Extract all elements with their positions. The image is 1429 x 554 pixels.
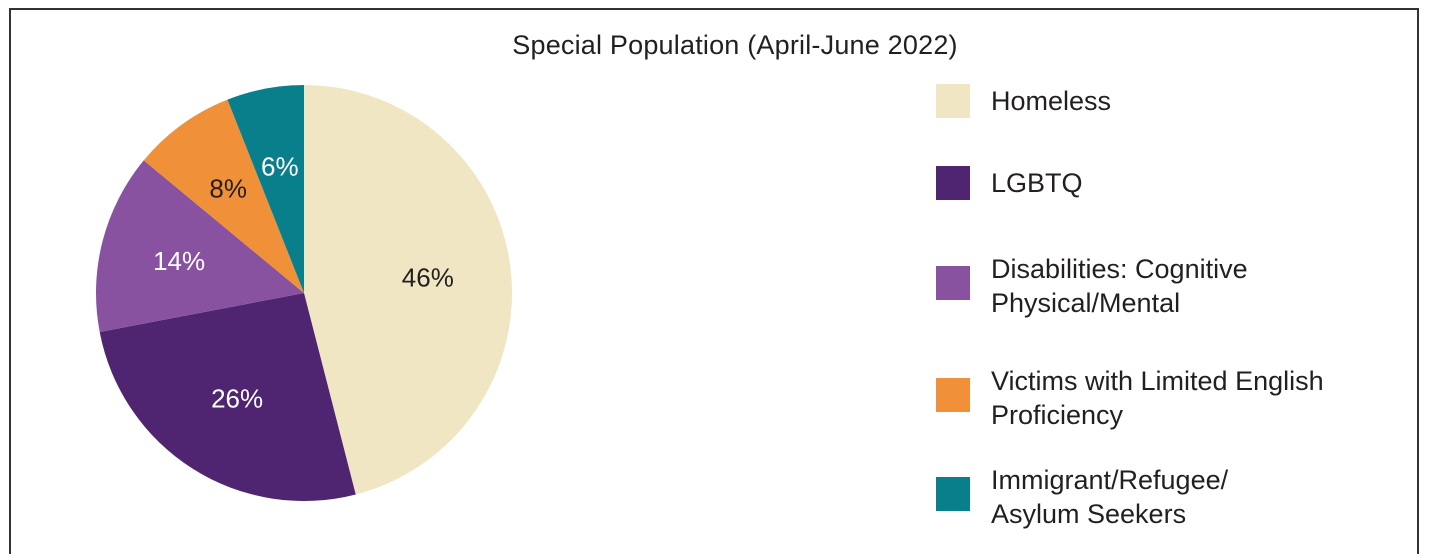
legend-swatch xyxy=(936,166,970,200)
legend-label-line2: Proficiency xyxy=(991,400,1124,430)
legend-swatch xyxy=(936,266,970,300)
legend-label: Homeless xyxy=(991,86,1112,116)
data-label: 14% xyxy=(153,246,205,276)
legend-label: Immigrant/Refugee/ xyxy=(991,465,1229,495)
legend-label: Victims with Limited English xyxy=(991,366,1324,396)
pie-slice-immigrant-refugee-asylum-seekers xyxy=(227,85,304,293)
pie-slice-homeless xyxy=(304,85,513,495)
data-label: 6% xyxy=(261,151,299,181)
pie-slice-disabilities-cognitive-physical-mental xyxy=(95,160,304,332)
legend-swatch xyxy=(936,84,970,118)
chart-title: Special Population (April-June 2022) xyxy=(512,30,958,60)
legend-swatch xyxy=(936,477,970,511)
legend-label: Disabilities: Cognitive xyxy=(991,254,1248,284)
data-label: 26% xyxy=(211,383,263,413)
pie-slice-lgbtq xyxy=(99,293,356,501)
legend-swatch xyxy=(936,378,970,412)
data-label: 8% xyxy=(209,174,247,204)
data-label: 46% xyxy=(402,262,454,292)
pie-slice-victims-with-limited-english-proficiency xyxy=(143,99,304,293)
legend-label-line2: Asylum Seekers xyxy=(991,499,1187,529)
legend-label-line2: Physical/Mental xyxy=(991,288,1181,318)
legend-label: LGBTQ xyxy=(991,168,1083,198)
